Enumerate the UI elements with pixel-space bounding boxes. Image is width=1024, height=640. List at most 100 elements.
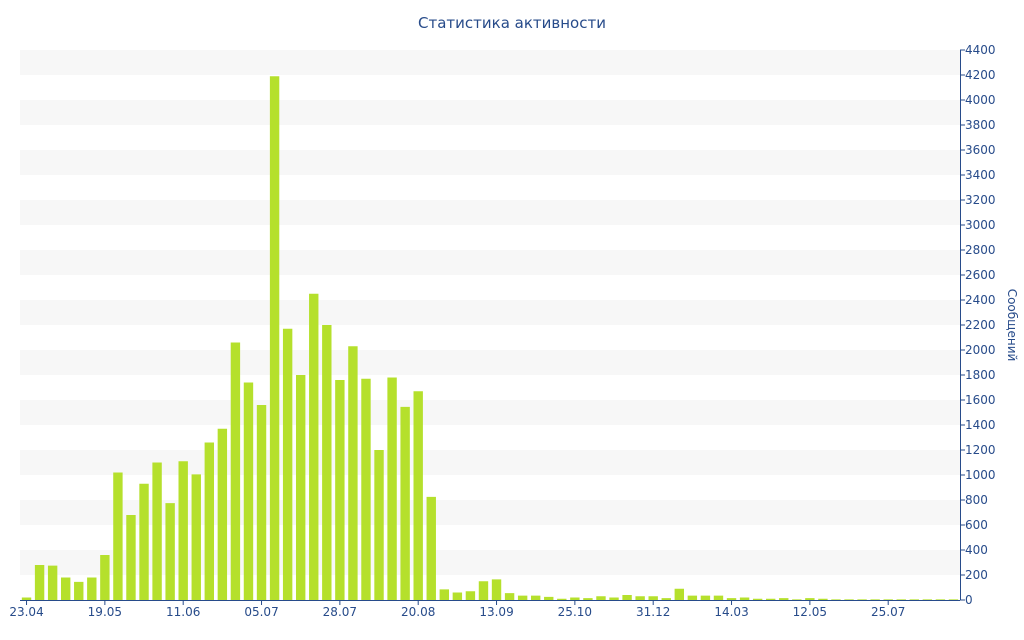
bar[interactable] [530,595,541,600]
grid-band [20,200,960,225]
bar[interactable] [635,596,645,600]
bar[interactable] [413,391,423,600]
bar[interactable] [87,577,97,601]
y-tick-label: 2400 [965,293,996,307]
bar[interactable] [217,428,228,600]
bar[interactable] [165,503,175,600]
bar[interactable] [517,595,528,600]
bar[interactable] [831,599,841,600]
y-tick-label: 1800 [965,368,996,382]
y-tick-label: 3800 [965,118,996,132]
y-tick-label: 400 [965,543,988,557]
bar[interactable] [34,565,45,600]
bar[interactable] [387,377,397,601]
bar[interactable] [191,474,201,600]
bar[interactable] [374,450,384,600]
bar[interactable] [779,598,789,600]
bar[interactable] [935,599,946,600]
bar[interactable] [661,598,671,600]
bar[interactable] [622,595,632,600]
x-tick-label: 12.05 [793,605,827,619]
bar[interactable] [204,442,215,601]
bar[interactable] [948,599,959,600]
bar[interactable] [126,515,136,600]
y-tick-label: 2000 [965,343,996,357]
grid-band [20,300,960,325]
bar[interactable] [648,596,658,600]
y-tick-label: 2800 [965,243,996,257]
bar[interactable] [400,406,410,600]
y-tick-label: 0 [965,593,973,607]
grid-band [20,400,960,425]
bar[interactable] [256,405,267,600]
bar[interactable] [739,597,750,601]
bar[interactable] [570,597,580,601]
bar[interactable] [60,577,71,601]
bar[interactable] [805,598,815,600]
bar[interactable] [713,595,724,600]
y-tick-label: 3000 [965,218,996,232]
bar[interactable] [21,597,32,601]
y-tick-label: 3200 [965,193,996,207]
bar[interactable] [230,342,241,601]
bar[interactable] [465,591,476,600]
bar[interactable] [139,483,149,600]
bar[interactable] [100,555,110,600]
bar[interactable] [335,380,345,600]
bar[interactable] [596,596,606,600]
bar[interactable] [282,328,293,600]
bar[interactable] [361,378,371,600]
bar[interactable] [243,382,254,601]
chart-title: Статистика активности [418,14,606,32]
y-tick-label: 2200 [965,318,996,332]
bar[interactable] [113,472,123,601]
x-tick-label: 28.07 [323,605,357,619]
bar[interactable] [47,565,58,600]
bar[interactable] [883,599,893,600]
bar[interactable] [452,592,463,601]
bar[interactable] [726,598,737,600]
bar[interactable] [74,581,84,600]
y-tick-label: 200 [965,568,988,582]
bar[interactable] [557,598,567,600]
bar[interactable] [909,599,920,600]
bar[interactable] [491,579,502,600]
bar[interactable] [583,598,593,600]
bar[interactable] [857,599,867,600]
bar[interactable] [295,375,306,600]
y-tick-label: 4000 [965,93,996,107]
x-tick-label: 11.06 [166,605,200,619]
bar[interactable] [922,599,933,600]
bar[interactable] [544,596,554,600]
bar[interactable] [700,595,711,600]
bar[interactable] [674,588,685,600]
bar[interactable] [269,76,280,600]
bar[interactable] [687,595,698,600]
bar[interactable] [844,599,854,600]
bar[interactable] [896,599,906,600]
bar[interactable] [439,589,450,600]
bar[interactable] [818,598,828,600]
x-tick-label: 14.03 [714,605,748,619]
bar[interactable] [322,325,332,600]
grid-band [20,50,960,75]
x-tick-label: 13.09 [479,605,513,619]
x-tick-label: 20.08 [401,605,435,619]
grid-bands [20,50,960,575]
bar[interactable] [178,461,188,600]
bar[interactable] [609,597,619,601]
bar[interactable] [309,293,319,600]
bar[interactable] [765,598,776,600]
y-tick-label: 1400 [965,418,996,432]
bar[interactable] [752,598,763,600]
bar[interactable] [348,346,358,600]
y-tick-label: 600 [965,518,988,532]
bar[interactable] [870,599,880,600]
bar[interactable] [792,599,802,600]
grid-band [20,550,960,575]
grid-band [20,500,960,525]
bar[interactable] [478,581,489,600]
bar[interactable] [152,462,162,601]
bar[interactable] [504,593,515,600]
bar[interactable] [426,496,436,600]
